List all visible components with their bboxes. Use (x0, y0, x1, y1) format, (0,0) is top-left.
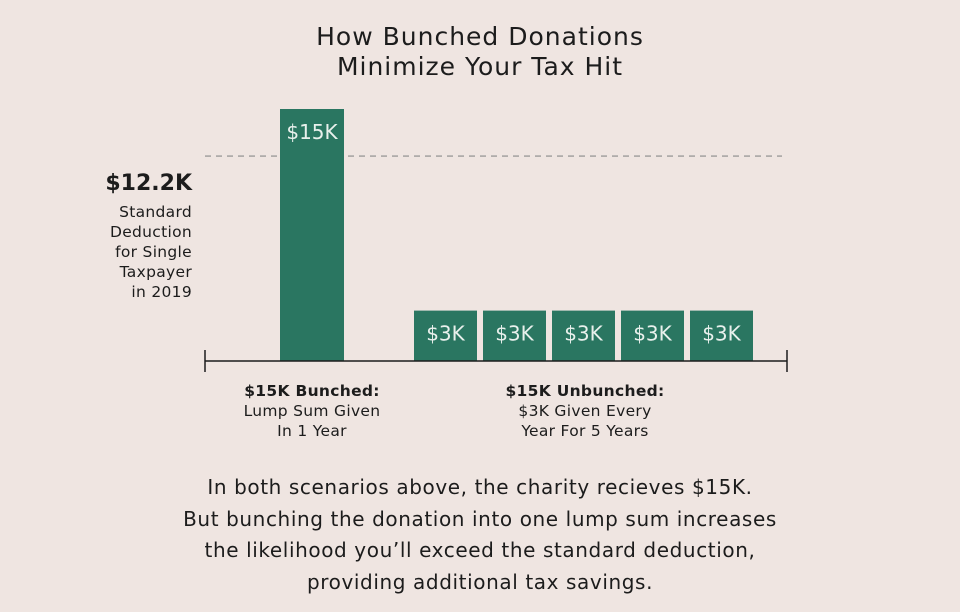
bar-label-4: $3K (564, 322, 603, 346)
reference-description-line: Deduction (109, 223, 192, 241)
reference-value-label: $12.2K (105, 171, 192, 196)
bunched-group-label: $15K Bunched: Lump Sum Given In 1 Year (222, 381, 402, 441)
note-line: In both scenarios above, the charity rec… (207, 475, 753, 499)
reference-description: Standard Deduction for Single Taxpayer i… (82, 202, 192, 302)
bar-label-1: $15K (286, 120, 338, 144)
bunched-group-line: Lump Sum Given (243, 402, 381, 420)
bar-2 (414, 310, 477, 361)
bar-1 (280, 109, 344, 361)
bar-3 (483, 310, 546, 361)
reference-description-line: in 2019 (131, 283, 192, 301)
bar-label-6: $3K (702, 322, 741, 346)
bar-4 (552, 310, 615, 361)
bar-5 (621, 310, 684, 361)
reference-description-line: for Single (115, 243, 192, 261)
reference-description-line: Taxpayer (119, 263, 192, 281)
bunched-group-title: $15K Bunched: (244, 382, 380, 400)
unbunched-group-label: $15K Unbunched: $3K Given Every Year For… (480, 381, 690, 441)
note-line: But bunching the donation into one lump … (183, 506, 777, 531)
bunched-group-line: In 1 Year (277, 422, 347, 440)
bar-label-2: $3K (426, 322, 465, 346)
chart-title-line-2: Minimize Your Tax Hit (336, 52, 624, 81)
bar-6 (690, 310, 753, 361)
note-line: providing additional tax savings. (306, 569, 654, 594)
explanation-note: In both scenarios above, the charity rec… (0, 472, 960, 598)
unbunched-group-line: $3K Given Every (518, 402, 652, 420)
chart-title-line-1: How Bunched Donations (316, 22, 644, 51)
chart-title: How Bunched Donations Minimize Your Tax … (0, 22, 960, 82)
unbunched-group-line: Year For 5 Years (521, 422, 649, 440)
reference-description-line: Standard (119, 203, 192, 221)
bar-label-3: $3K (495, 322, 534, 346)
unbunched-group-title: $15K Unbunched: (505, 382, 665, 400)
note-line: the likelihood you’ll exceed the standar… (204, 538, 756, 562)
bar-label-5: $3K (633, 322, 672, 346)
